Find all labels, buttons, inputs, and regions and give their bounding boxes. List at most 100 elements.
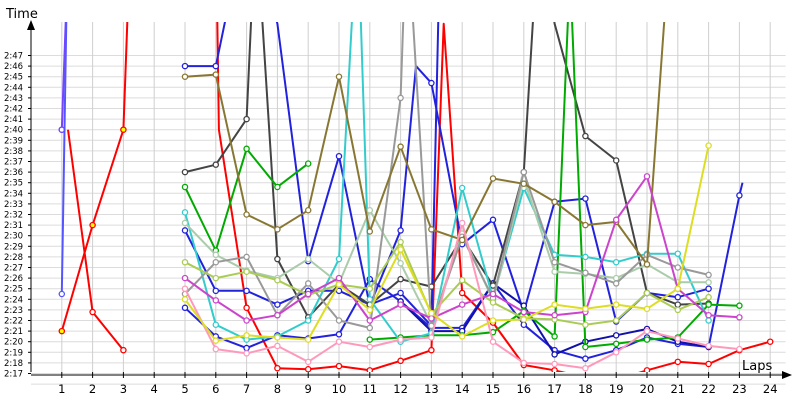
x-tick-label: 18 — [578, 382, 593, 396]
y-tick-label: 2:30 — [4, 232, 23, 242]
series-1 — [58, 22, 129, 335]
data-point — [212, 62, 220, 70]
y-tick-label: 2:22 — [4, 317, 23, 327]
data-point — [212, 321, 220, 328]
series-line — [184, 241, 709, 326]
data-point — [274, 311, 281, 319]
data-point — [489, 317, 497, 324]
data-point — [705, 279, 712, 286]
data-point — [366, 306, 374, 314]
data-point — [582, 364, 589, 372]
data-point — [397, 238, 404, 246]
data-point — [181, 209, 189, 216]
data-point — [428, 346, 435, 354]
y-tick-label: 2:20 — [4, 338, 23, 348]
data-point — [212, 258, 220, 266]
data-point — [274, 183, 281, 191]
data-point — [489, 216, 497, 224]
y-tick-label: 2:25 — [4, 285, 23, 295]
data-point — [335, 152, 343, 160]
data-point — [674, 293, 682, 301]
data-point — [304, 290, 312, 298]
data-point — [304, 336, 312, 343]
data-point — [181, 183, 189, 191]
y-tick-label: 2:24 — [4, 295, 23, 305]
y-tick-label: 2:29 — [4, 242, 23, 252]
data-point — [582, 195, 589, 202]
series-18 — [181, 142, 712, 344]
data-point — [366, 207, 374, 214]
data-point — [335, 274, 343, 282]
y-tick-label: 2:42 — [4, 105, 23, 115]
x-tick-label: 5 — [181, 382, 188, 396]
axes — [27, 20, 792, 379]
data-point — [212, 287, 220, 295]
data-point — [212, 345, 220, 353]
data-point — [643, 173, 651, 180]
y-tick-label: 2:27 — [4, 264, 23, 274]
data-point — [120, 126, 127, 133]
data-point — [181, 285, 189, 292]
series-20 — [58, 22, 68, 298]
x-tick-label: 15 — [486, 382, 501, 396]
data-point — [674, 250, 682, 257]
data-point — [366, 285, 374, 292]
data-point — [304, 366, 312, 372]
data-point — [674, 306, 682, 314]
data-point — [520, 302, 528, 309]
data-point — [582, 132, 589, 140]
data-point — [551, 268, 558, 275]
data-point — [397, 275, 404, 283]
data-point — [397, 357, 404, 365]
data-point — [551, 367, 558, 372]
data-point — [520, 316, 528, 323]
data-point — [428, 334, 435, 341]
data-point — [643, 289, 651, 297]
data-point — [243, 145, 250, 153]
data-point — [274, 342, 281, 350]
data-point — [181, 62, 189, 70]
data-point — [674, 285, 682, 292]
data-point — [612, 216, 620, 224]
data-point — [458, 301, 466, 308]
y-tick-label: 2:43 — [4, 94, 23, 104]
data-point — [551, 198, 558, 206]
x-axis-arrow — [782, 371, 792, 379]
y-tick-label: 2:40 — [4, 126, 23, 136]
data-point — [520, 308, 528, 316]
data-point — [335, 73, 343, 80]
data-point — [551, 311, 558, 319]
x-tick-label: 2 — [89, 382, 96, 396]
data-point — [520, 168, 528, 176]
y-tick-label: 2:39 — [4, 136, 23, 146]
data-point — [89, 221, 96, 229]
x-tick-label: 24 — [763, 382, 778, 396]
data-point — [243, 317, 250, 324]
x-tick-label: 20 — [640, 382, 655, 396]
data-point — [612, 317, 620, 324]
data-point — [705, 142, 712, 149]
y-tick-label: 2:23 — [4, 306, 23, 316]
y-tick-label: 2:17 — [4, 370, 23, 380]
data-point — [643, 327, 651, 335]
series-line — [184, 145, 710, 342]
data-point — [243, 344, 250, 352]
data-point — [89, 308, 96, 316]
y-axis-title: Time — [5, 7, 38, 22]
data-point — [612, 258, 620, 266]
data-point — [243, 332, 250, 339]
data-point — [304, 358, 312, 366]
series-17 — [181, 219, 743, 372]
data-point — [335, 331, 343, 338]
y-tick-label: 2:21 — [4, 327, 23, 337]
y-tick-label: 2:18 — [4, 359, 23, 369]
data-point — [397, 227, 404, 234]
data-point — [705, 311, 712, 319]
data-point — [428, 315, 435, 322]
series-layer — [58, 22, 774, 372]
data-point — [489, 175, 497, 182]
data-point — [705, 360, 712, 368]
y-tick-label: 2:37 — [4, 158, 23, 168]
data-point — [366, 336, 374, 343]
